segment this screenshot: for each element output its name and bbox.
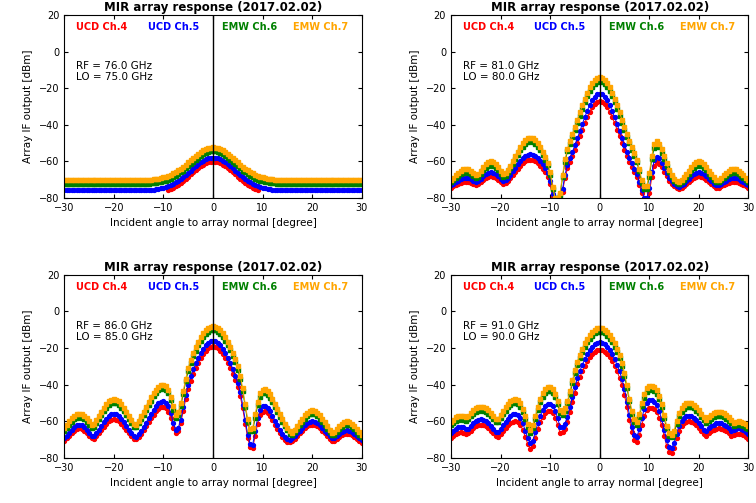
Text: EMW Ch.6: EMW Ch.6 [222,282,277,292]
X-axis label: Incident angle to array normal [degree]: Incident angle to array normal [degree] [110,478,317,488]
Text: EMW Ch.7: EMW Ch.7 [680,282,735,292]
Y-axis label: Array IF output [dBm]: Array IF output [dBm] [23,50,33,163]
Y-axis label: Array IF output [dBm]: Array IF output [dBm] [410,50,420,163]
Title: MIR array response (2017.02.02): MIR array response (2017.02.02) [104,261,322,274]
Text: EMW Ch.7: EMW Ch.7 [680,23,735,32]
Title: MIR array response (2017.02.02): MIR array response (2017.02.02) [491,1,709,14]
Text: UCD Ch.5: UCD Ch.5 [534,282,585,292]
Text: UCD Ch.5: UCD Ch.5 [534,23,585,32]
Text: UCD Ch.4: UCD Ch.4 [76,282,128,292]
Title: MIR array response (2017.02.02): MIR array response (2017.02.02) [491,261,709,274]
X-axis label: Incident angle to array normal [degree]: Incident angle to array normal [degree] [496,478,703,488]
Text: EMW Ch.6: EMW Ch.6 [222,23,277,32]
Text: UCD Ch.4: UCD Ch.4 [76,23,128,32]
Text: EMW Ch.6: EMW Ch.6 [609,23,664,32]
Y-axis label: Array IF output [dBm]: Array IF output [dBm] [23,309,33,423]
Text: RF = 86.0 GHz
LO = 85.0 GHz: RF = 86.0 GHz LO = 85.0 GHz [76,320,153,342]
Y-axis label: Array IF output [dBm]: Array IF output [dBm] [410,309,420,423]
Text: RF = 76.0 GHz
LO = 75.0 GHz: RF = 76.0 GHz LO = 75.0 GHz [76,61,153,82]
Text: EMW Ch.6: EMW Ch.6 [609,282,664,292]
Text: UCD Ch.5: UCD Ch.5 [147,282,199,292]
Text: RF = 81.0 GHz
LO = 80.0 GHz: RF = 81.0 GHz LO = 80.0 GHz [463,61,539,82]
X-axis label: Incident angle to array normal [degree]: Incident angle to array normal [degree] [110,218,317,228]
Text: UCD Ch.4: UCD Ch.4 [463,23,514,32]
Title: MIR array response (2017.02.02): MIR array response (2017.02.02) [104,1,322,14]
Text: EMW Ch.7: EMW Ch.7 [293,282,349,292]
Text: UCD Ch.4: UCD Ch.4 [463,282,514,292]
X-axis label: Incident angle to array normal [degree]: Incident angle to array normal [degree] [496,218,703,228]
Text: RF = 91.0 GHz
LO = 90.0 GHz: RF = 91.0 GHz LO = 90.0 GHz [463,320,539,342]
Text: EMW Ch.7: EMW Ch.7 [293,23,349,32]
Text: UCD Ch.5: UCD Ch.5 [147,23,199,32]
